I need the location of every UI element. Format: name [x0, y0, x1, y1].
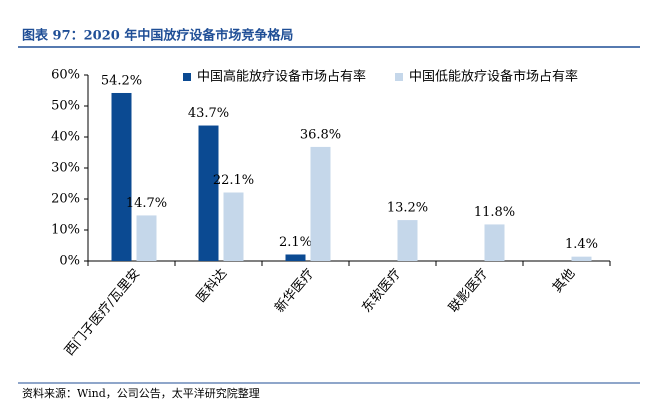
bar	[198, 125, 219, 261]
y-tick-label: 0%	[59, 254, 80, 269]
legend-swatch	[395, 73, 403, 81]
chart-title: 图表 97：2020 年中国放疗设备市场竞争格局	[22, 28, 293, 44]
bar	[111, 92, 132, 261]
data-label: 54.2%	[101, 73, 142, 88]
bar	[310, 146, 331, 261]
y-tick-label: 50%	[51, 99, 80, 114]
bar	[223, 192, 244, 261]
bar	[571, 256, 592, 261]
bar	[285, 254, 306, 261]
x-tick-label: 西门子医疗/瓦里安	[62, 266, 143, 359]
legend-label: 中国低能放疗设备市场占有率	[409, 69, 578, 85]
data-label: 14.7%	[126, 196, 167, 211]
y-tick-label: 20%	[51, 192, 80, 207]
data-label: 1.4%	[565, 237, 598, 252]
y-tick-label: 10%	[51, 223, 80, 238]
x-tick-label: 新华医疗	[272, 266, 318, 316]
data-label: 43.7%	[188, 106, 229, 121]
x-tick-label: 医科达	[194, 266, 231, 306]
y-tick-label: 40%	[51, 130, 80, 145]
y-tick-label: 60%	[51, 68, 80, 83]
x-tick-label: 其他	[550, 266, 578, 296]
source-note: 资料来源：Wind，公司公告，太平洋研究院整理	[22, 386, 260, 400]
x-tick-label: 东软医疗	[359, 266, 404, 315]
legend-swatch	[183, 73, 191, 81]
data-label: 22.1%	[213, 173, 254, 188]
bar	[397, 220, 418, 261]
data-label: 2.1%	[279, 235, 312, 250]
y-tick-label: 30%	[51, 161, 80, 176]
data-label: 11.8%	[474, 205, 515, 220]
x-tick-label: 联影医疗	[446, 266, 491, 315]
legend-label: 中国高能放疗设备市场占有率	[197, 69, 366, 85]
data-label: 13.2%	[387, 201, 428, 216]
data-label: 36.8%	[300, 127, 341, 142]
bar	[484, 224, 505, 261]
bar	[136, 215, 157, 261]
